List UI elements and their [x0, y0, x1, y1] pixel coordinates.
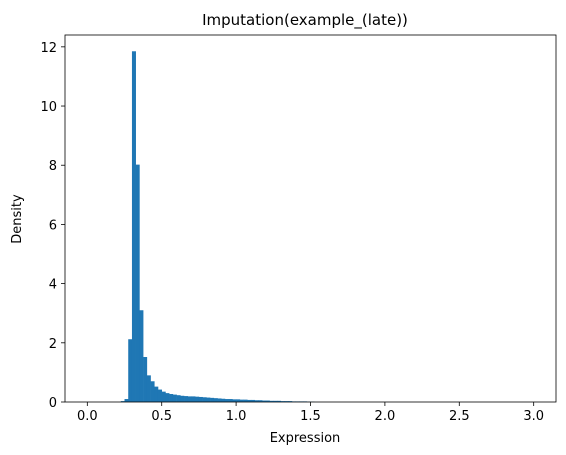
- histogram-bar: [224, 399, 229, 402]
- y-tick-label: 12: [40, 41, 57, 56]
- y-tick-label: 4: [49, 278, 57, 293]
- histogram-bar: [284, 401, 289, 402]
- histogram-bar: [161, 391, 166, 402]
- histogram-bar: [187, 396, 192, 402]
- x-tick-label: 0.5: [151, 409, 172, 424]
- histogram-bar: [165, 393, 170, 402]
- histogram-bar: [206, 397, 211, 402]
- histogram-bar: [135, 164, 140, 402]
- histogram-bar: [139, 310, 144, 402]
- histogram-bar: [221, 398, 226, 402]
- y-axis-ticks: 0 2 4 6 8 10 12: [40, 41, 65, 411]
- histogram-bar: [120, 401, 125, 402]
- y-tick-label: 2: [49, 337, 57, 352]
- histogram-bar: [124, 399, 129, 402]
- histogram-bar: [277, 400, 282, 402]
- y-tick-label: 0: [49, 396, 57, 411]
- histogram-bar: [265, 400, 270, 402]
- chart-title: Imputation(example_(late)): [202, 11, 408, 30]
- x-tick-label: 1.0: [226, 409, 247, 424]
- histogram-bar: [258, 400, 263, 402]
- histogram-bar: [176, 395, 181, 402]
- histogram-bar: [243, 399, 248, 402]
- histogram-bar: [262, 400, 267, 402]
- histogram-bar: [198, 396, 203, 402]
- y-tick-label: 8: [49, 159, 57, 174]
- histogram-bar: [280, 401, 285, 402]
- histogram-bar: [288, 401, 293, 402]
- histogram-bar: [254, 400, 259, 402]
- x-tick-label: 3.0: [523, 409, 544, 424]
- histogram-bar: [236, 399, 241, 402]
- x-tick-label: 2.0: [375, 409, 396, 424]
- x-tick-label: 2.5: [449, 409, 470, 424]
- histogram-bar: [269, 400, 274, 402]
- histogram-bar: [180, 395, 185, 402]
- histogram-bar: [131, 51, 136, 402]
- histogram-bar: [228, 399, 233, 402]
- y-axis-label: Density: [10, 194, 25, 244]
- histogram-bar: [184, 396, 189, 402]
- histogram-bar: [202, 397, 207, 402]
- bars-group: [120, 51, 315, 402]
- y-tick-label: 6: [49, 218, 57, 233]
- histogram-bar: [191, 396, 196, 402]
- histogram-bar: [150, 381, 155, 402]
- histogram-bar: [239, 399, 244, 402]
- histogram-bar: [128, 339, 133, 402]
- histogram-bar: [169, 394, 174, 402]
- histogram-bar: [232, 399, 237, 402]
- histogram-bar: [146, 375, 151, 402]
- histogram-bar: [273, 400, 278, 402]
- histogram-bar: [213, 398, 218, 402]
- histogram-bar: [195, 396, 200, 402]
- y-tick-label: 10: [40, 100, 57, 115]
- histogram-bar: [143, 357, 148, 402]
- x-axis-label: Expression: [270, 431, 341, 446]
- x-axis-ticks: 0.0 0.5 1.0 1.5 2.0 2.5 3.0: [77, 402, 544, 424]
- histogram-bar: [157, 389, 163, 402]
- x-tick-label: 1.5: [300, 409, 321, 424]
- histogram-bar: [172, 394, 177, 402]
- histogram-bar: [247, 399, 252, 402]
- histogram-bar: [217, 398, 222, 402]
- histogram-bar: [250, 399, 255, 402]
- histogram-bar: [154, 386, 159, 402]
- histogram-bar: [210, 397, 215, 402]
- x-tick-label: 0.0: [77, 409, 98, 424]
